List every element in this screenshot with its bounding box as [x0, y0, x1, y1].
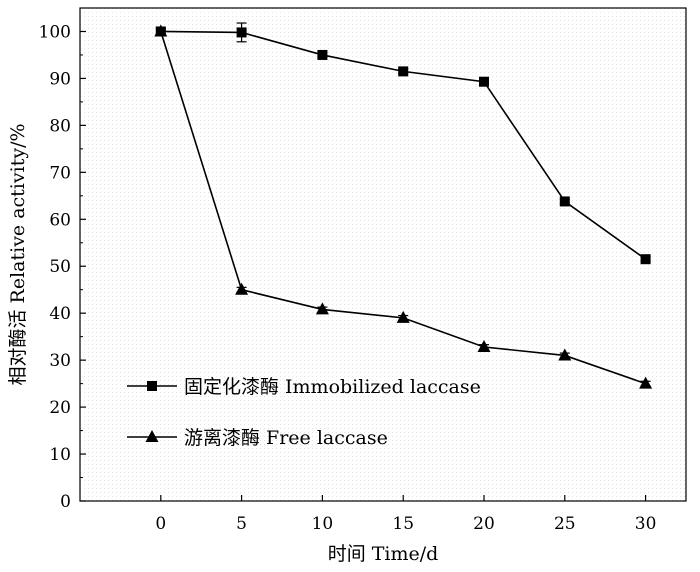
x-tick-label: 5: [236, 514, 247, 534]
series-free-laccase: [154, 24, 653, 389]
legend-marker-triangle: [145, 430, 159, 442]
y-tick-label: 50: [49, 257, 71, 277]
y-tick-label: 60: [49, 210, 71, 230]
x-axis-ticks: 0 5 10 15 20 25 30: [155, 495, 656, 534]
legend-label: 游离漆酶 Free laccase: [184, 427, 388, 449]
data-point-square: [559, 196, 570, 207]
y-axis-ticks: 0 10 20 30 40 50 60 70 80 90 100: [39, 22, 86, 512]
x-axis-label: 时间 Time/d: [328, 543, 439, 565]
x-tick-label: 0: [155, 514, 166, 534]
data-point-square: [398, 66, 409, 77]
legend-item: 固定化漆酶 Immobilized laccase: [127, 376, 481, 398]
data-point-triangle: [396, 310, 410, 323]
y-tick-label: 0: [60, 492, 71, 512]
legend-item: 游离漆酶 Free laccase: [127, 427, 388, 449]
legend: 固定化漆酶 Immobilized laccase 游离漆酶 Free lacca…: [127, 376, 481, 449]
y-tick-label: 100: [39, 22, 71, 42]
plot-background: [80, 8, 686, 501]
data-point-square: [640, 254, 651, 265]
plot-area: [80, 8, 686, 501]
y-tick-label: 10: [49, 445, 71, 465]
data-point-triangle: [639, 376, 653, 389]
legend-label: 固定化漆酶 Immobilized laccase: [184, 376, 481, 398]
y-tick-label: 80: [49, 116, 71, 136]
data-point-square: [479, 76, 489, 87]
y-axis-label: 相对酶活 Relative activity/%: [7, 123, 29, 385]
y-tick-label: 20: [49, 398, 71, 418]
y-tick-label: 70: [49, 163, 71, 183]
x-tick-label: 30: [635, 514, 657, 534]
data-point-square: [317, 49, 328, 60]
series-layer: [154, 22, 653, 389]
data-point-square: [236, 27, 247, 38]
data-point-triangle: [235, 282, 249, 295]
y-tick-label: 30: [49, 351, 71, 371]
plot-frame: [79, 7, 687, 502]
x-tick-label: 10: [312, 514, 334, 534]
legend-marker-square: [147, 381, 157, 391]
x-tick-label: 15: [392, 514, 414, 534]
data-point-triangle: [154, 24, 168, 37]
data-point-triangle: [558, 348, 572, 361]
axes: [79, 7, 687, 502]
x-tick-label: 25: [554, 514, 576, 534]
y-tick-label: 90: [49, 69, 71, 89]
data-point-triangle: [477, 339, 491, 352]
data-point-triangle: [315, 302, 329, 315]
y-tick-label: 40: [49, 304, 71, 324]
x-tick-label: 20: [473, 514, 495, 534]
